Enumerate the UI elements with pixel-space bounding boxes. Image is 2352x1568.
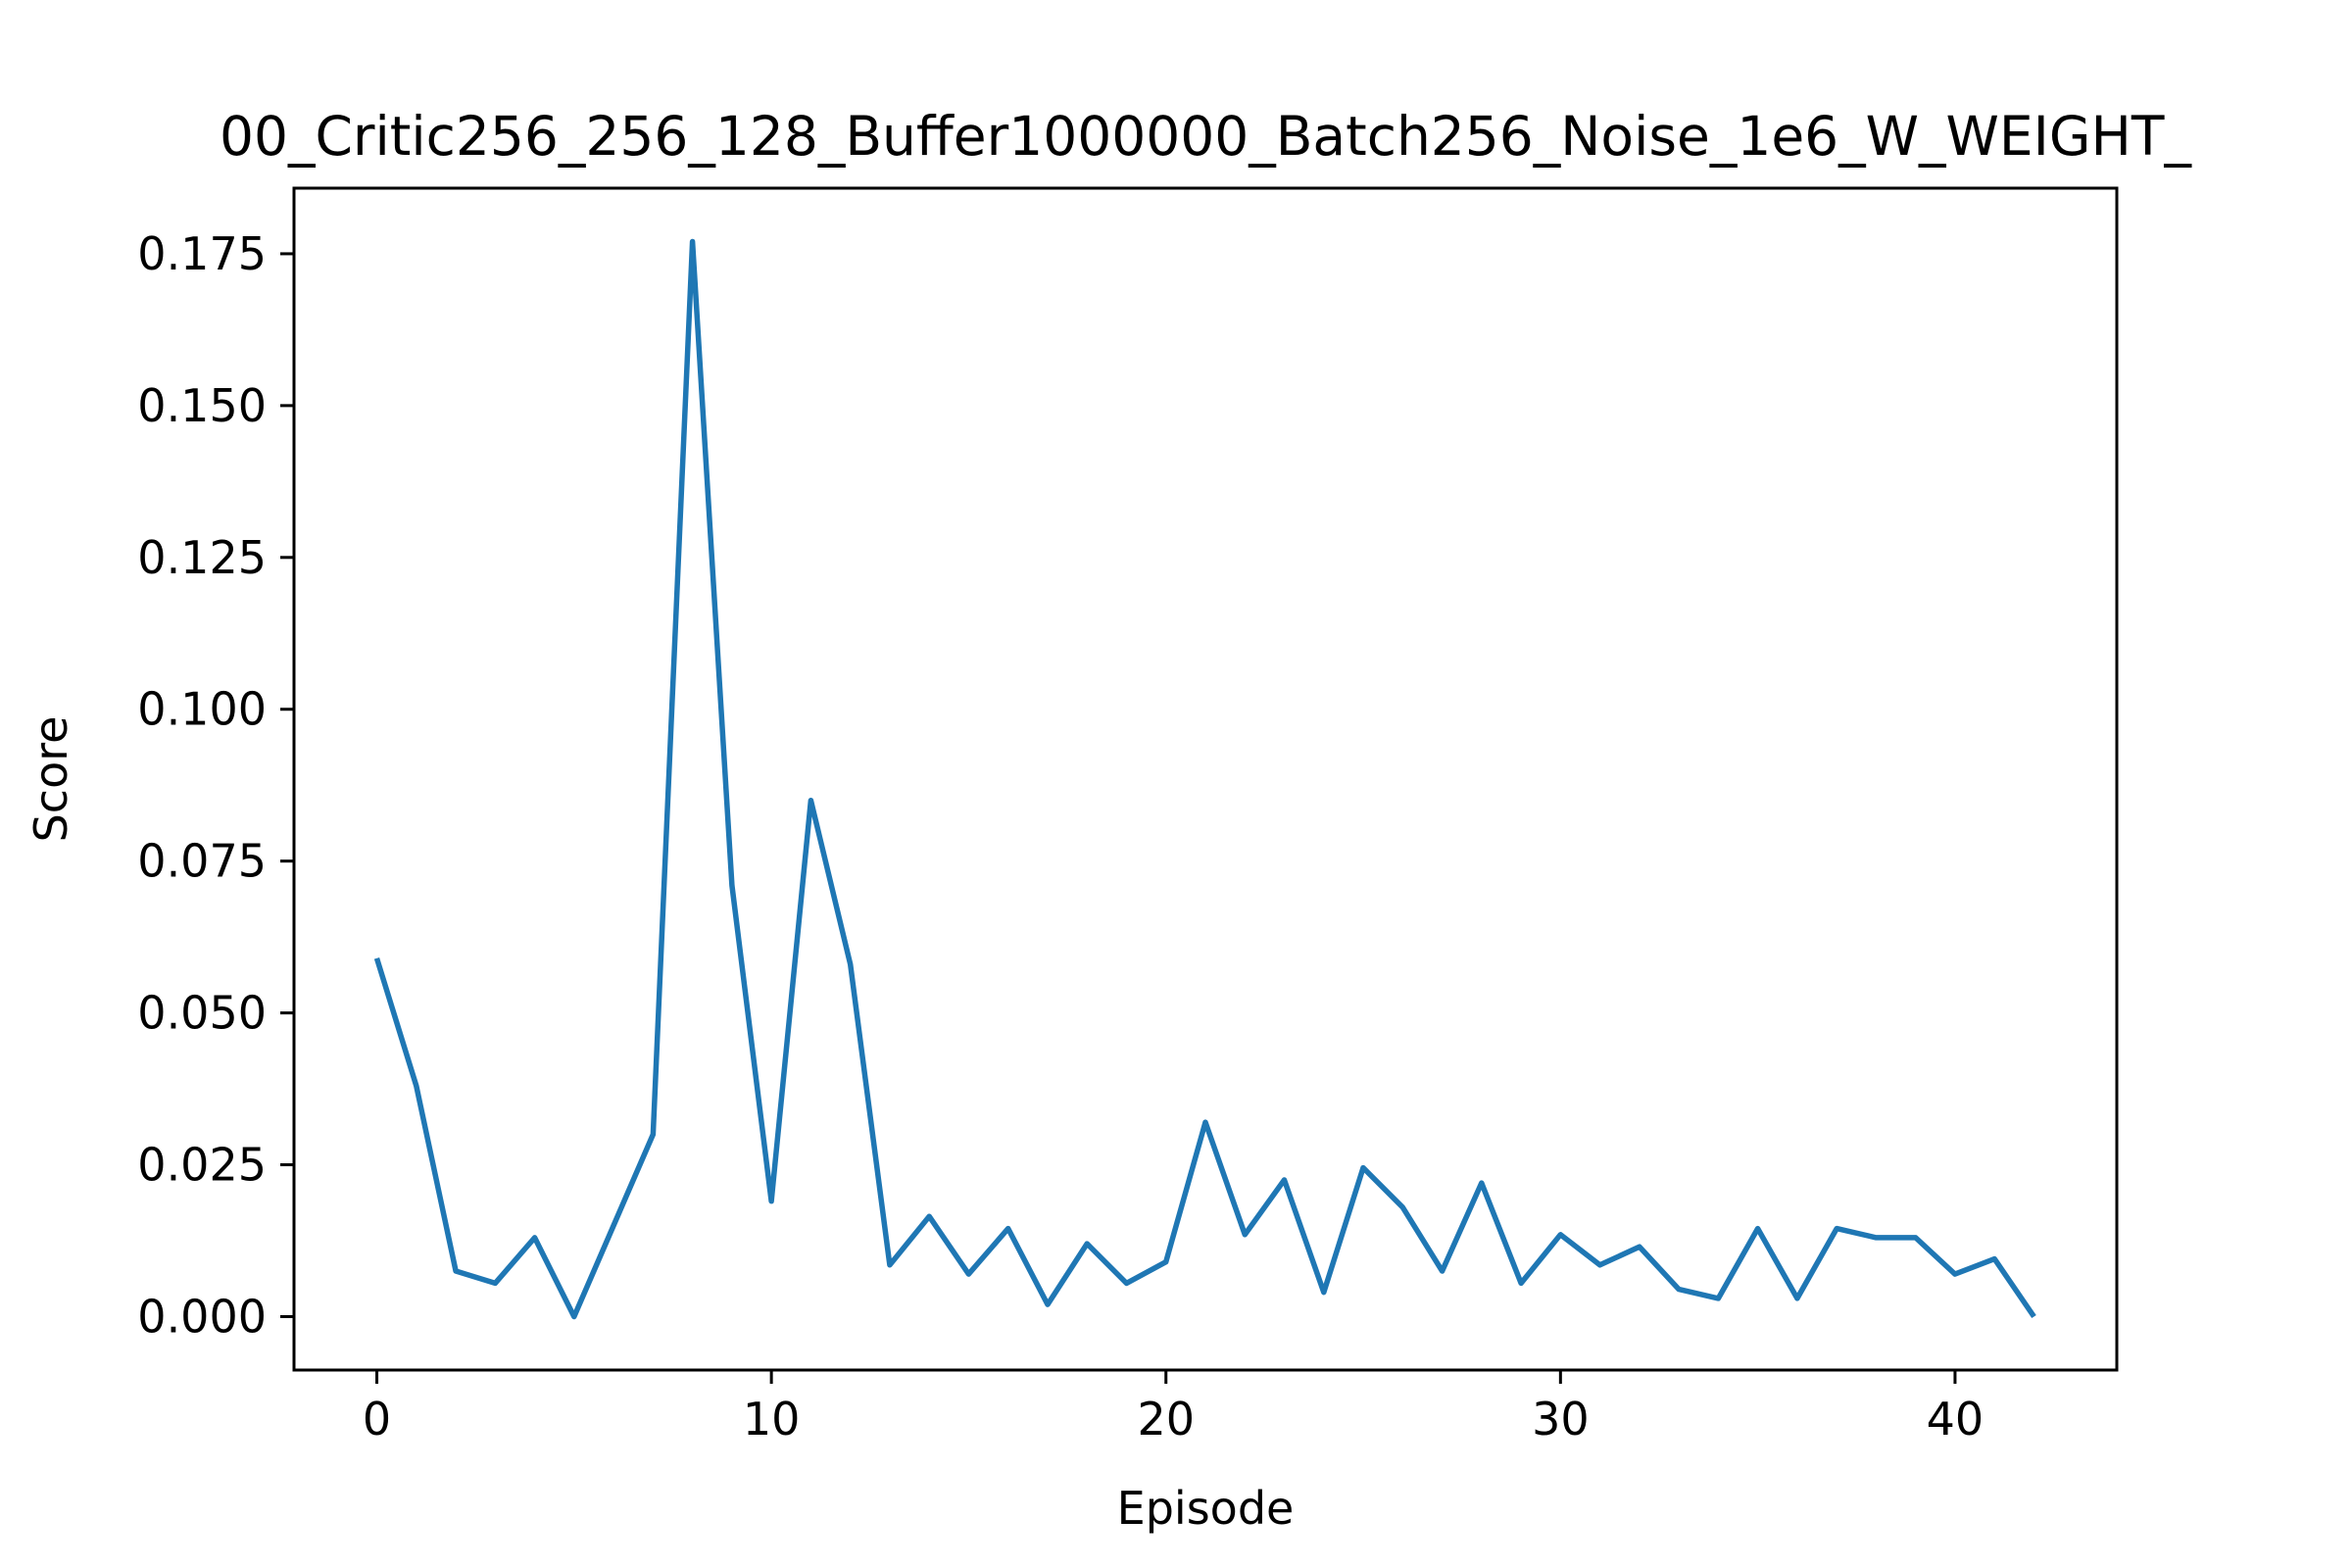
x-tick-label: 40	[1927, 1393, 1984, 1446]
y-tick-label: 0.100	[137, 683, 267, 736]
x-tick-label: 20	[1137, 1393, 1195, 1446]
y-tick-label: 0.175	[137, 227, 267, 280]
y-tick-label: 0.050	[137, 987, 267, 1040]
x-tick-label: 10	[743, 1393, 801, 1446]
plot-area	[373, 238, 2036, 1320]
y-tick-label: 0.000	[137, 1290, 267, 1343]
x-axis-label: Episode	[1117, 1482, 1295, 1535]
y-tick-label: 0.075	[137, 835, 267, 888]
axes: 0 10 20 30 40 0.000 0.025 0.050 0.075 0.100 0.125 0…	[137, 186, 2119, 1446]
x-tick-label: 0	[363, 1393, 391, 1446]
y-tick-label: 0.025	[137, 1139, 267, 1192]
series-line-0	[373, 238, 2036, 1320]
y-tick-label: 0.125	[137, 531, 267, 584]
axes-frame	[292, 186, 2119, 1372]
y-tick-label: 0.150	[137, 379, 267, 432]
x-tick-label: 30	[1532, 1393, 1590, 1446]
chart-title: 00_Critic256_256_128_Buffer1000000_Batch…	[220, 105, 2192, 168]
y-axis-label: Score	[24, 716, 77, 843]
